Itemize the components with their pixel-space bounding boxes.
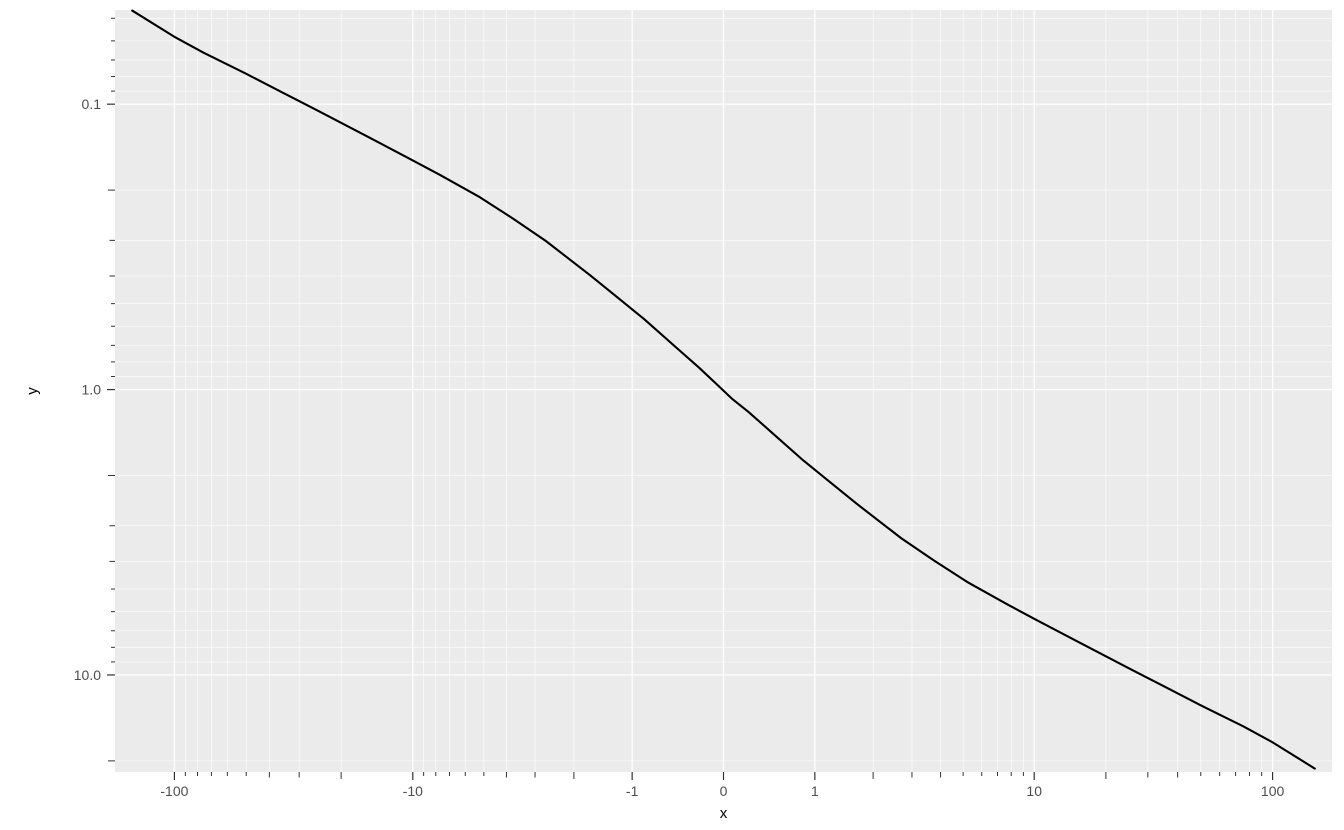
x-tick-label: 0 [720, 783, 728, 799]
x-axis-title: x [720, 805, 728, 822]
y-tick-label: 10.0 [74, 667, 101, 683]
y-tick-label: 1.0 [82, 382, 102, 398]
chart-svg: -100-10-101101000.11.010.0xy [0, 0, 1344, 830]
x-tick-label: 100 [1261, 783, 1285, 799]
x-tick-label: -10 [403, 783, 423, 799]
x-tick-label: 10 [1026, 783, 1042, 799]
y-axis-title: y [24, 387, 41, 395]
x-tick-label: -1 [626, 783, 639, 799]
x-tick-label: -100 [160, 783, 188, 799]
y-tick-label: 0.1 [82, 96, 102, 112]
line-chart: -100-10-101101000.11.010.0xy [0, 0, 1344, 830]
x-tick-label: 1 [811, 783, 819, 799]
